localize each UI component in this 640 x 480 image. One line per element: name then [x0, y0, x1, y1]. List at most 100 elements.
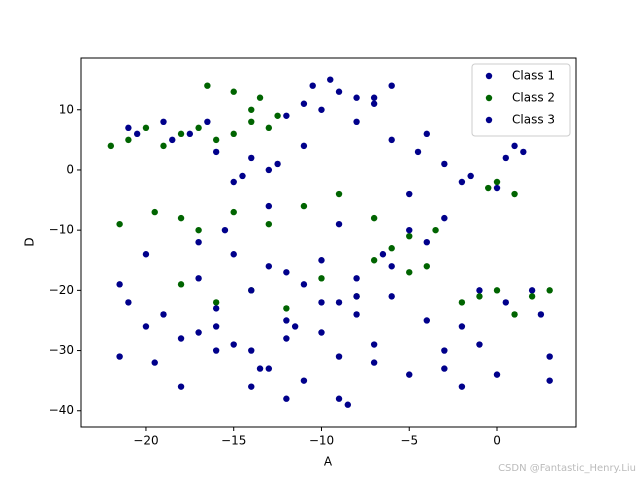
point	[239, 172, 246, 180]
point	[116, 220, 123, 228]
point	[265, 124, 273, 132]
point	[388, 245, 395, 252]
point	[370, 359, 378, 366]
point	[248, 154, 255, 162]
point	[370, 94, 378, 101]
point	[248, 347, 255, 354]
point	[300, 142, 308, 150]
y-axis-label: D	[23, 237, 37, 246]
y-tick-label: 0	[66, 162, 74, 176]
point	[256, 94, 264, 101]
point	[318, 257, 325, 264]
point	[441, 347, 448, 354]
point	[177, 214, 185, 222]
point	[353, 275, 360, 282]
point	[186, 130, 194, 138]
legend-label: Class 1	[512, 69, 555, 83]
point	[283, 335, 290, 342]
point	[318, 106, 325, 113]
point	[423, 317, 430, 324]
point	[195, 124, 202, 132]
point	[511, 311, 518, 318]
point	[212, 305, 220, 312]
point	[274, 112, 281, 119]
point	[502, 299, 509, 306]
point	[370, 214, 378, 222]
point	[274, 160, 281, 168]
point	[300, 100, 308, 107]
point	[195, 226, 202, 234]
point	[388, 136, 395, 144]
point	[546, 353, 553, 360]
point	[441, 365, 448, 372]
point	[432, 226, 439, 234]
point	[151, 208, 158, 216]
point	[248, 287, 255, 294]
point	[441, 214, 448, 222]
x-tick-label: 0	[493, 434, 501, 448]
point	[441, 160, 448, 168]
point	[353, 293, 360, 300]
point	[248, 383, 255, 390]
point	[467, 172, 474, 180]
point	[230, 130, 237, 138]
y-tick-label: −40	[49, 403, 74, 417]
point	[204, 82, 211, 89]
x-axis-label: A	[324, 455, 333, 469]
point	[177, 383, 185, 390]
point	[195, 329, 202, 336]
point	[265, 220, 273, 228]
point	[335, 190, 343, 198]
legend-label: Class 3	[512, 113, 555, 127]
point	[493, 184, 501, 192]
point	[335, 395, 343, 402]
point	[528, 287, 536, 294]
point	[406, 269, 413, 276]
point	[107, 142, 115, 150]
point	[221, 226, 229, 234]
point	[353, 118, 360, 126]
point	[353, 311, 360, 318]
point	[344, 401, 352, 408]
point	[520, 148, 527, 156]
point	[125, 299, 132, 306]
point	[283, 269, 290, 276]
point	[125, 124, 132, 132]
point	[283, 395, 290, 402]
x-tick-label: −10	[309, 434, 334, 448]
point	[423, 130, 430, 138]
point	[195, 238, 202, 246]
point	[177, 130, 185, 138]
point	[423, 263, 430, 270]
point	[335, 353, 343, 360]
point	[177, 335, 185, 342]
y-tick-label: 10	[59, 102, 74, 116]
point	[335, 88, 343, 95]
point	[248, 118, 255, 126]
point	[177, 281, 185, 288]
point	[230, 178, 237, 186]
point	[283, 317, 290, 324]
point	[291, 323, 299, 330]
point	[300, 377, 308, 384]
point	[546, 287, 553, 294]
point	[230, 341, 237, 348]
point	[212, 347, 220, 354]
point	[458, 323, 466, 330]
point	[353, 94, 360, 101]
point	[160, 142, 167, 150]
point	[265, 263, 273, 270]
point	[388, 293, 395, 300]
point	[160, 311, 167, 318]
point	[406, 190, 413, 198]
point	[493, 371, 501, 378]
point	[212, 148, 220, 156]
point	[546, 377, 553, 384]
point	[458, 178, 466, 186]
point	[318, 299, 325, 306]
point	[116, 281, 123, 288]
point	[502, 154, 509, 162]
point	[485, 184, 492, 192]
point	[204, 118, 211, 126]
x-tick-label: −20	[133, 434, 158, 448]
